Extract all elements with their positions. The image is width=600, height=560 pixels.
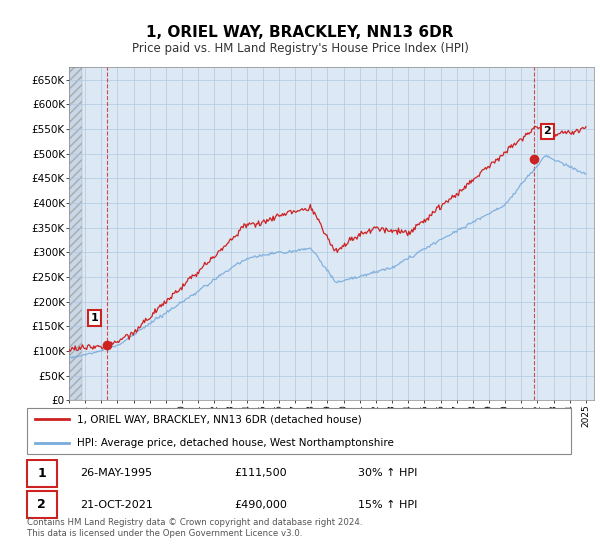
Text: 30% ↑ HPI: 30% ↑ HPI [358, 468, 417, 478]
Text: 1, ORIEL WAY, BRACKLEY, NN13 6DR: 1, ORIEL WAY, BRACKLEY, NN13 6DR [146, 25, 454, 40]
Text: 26-MAY-1995: 26-MAY-1995 [80, 468, 152, 478]
Text: 2: 2 [37, 498, 46, 511]
Text: £490,000: £490,000 [234, 500, 287, 510]
Text: Contains HM Land Registry data © Crown copyright and database right 2024.
This d: Contains HM Land Registry data © Crown c… [26, 518, 362, 538]
Text: 2: 2 [543, 127, 551, 137]
Bar [69, 67, 82, 400]
Text: 1, ORIEL WAY, BRACKLEY, NN13 6DR (detached house): 1, ORIEL WAY, BRACKLEY, NN13 6DR (detach… [77, 414, 362, 424]
Text: 1: 1 [37, 467, 46, 480]
Text: 15% ↑ HPI: 15% ↑ HPI [358, 500, 417, 510]
Text: 21-OCT-2021: 21-OCT-2021 [80, 500, 153, 510]
FancyBboxPatch shape [26, 408, 571, 454]
Text: 1: 1 [91, 313, 98, 323]
Text: Price paid vs. HM Land Registry's House Price Index (HPI): Price paid vs. HM Land Registry's House … [131, 42, 469, 55]
Text: HPI: Average price, detached house, West Northamptonshire: HPI: Average price, detached house, West… [77, 438, 394, 449]
FancyBboxPatch shape [26, 460, 58, 487]
FancyBboxPatch shape [26, 491, 58, 518]
Text: £111,500: £111,500 [234, 468, 287, 478]
